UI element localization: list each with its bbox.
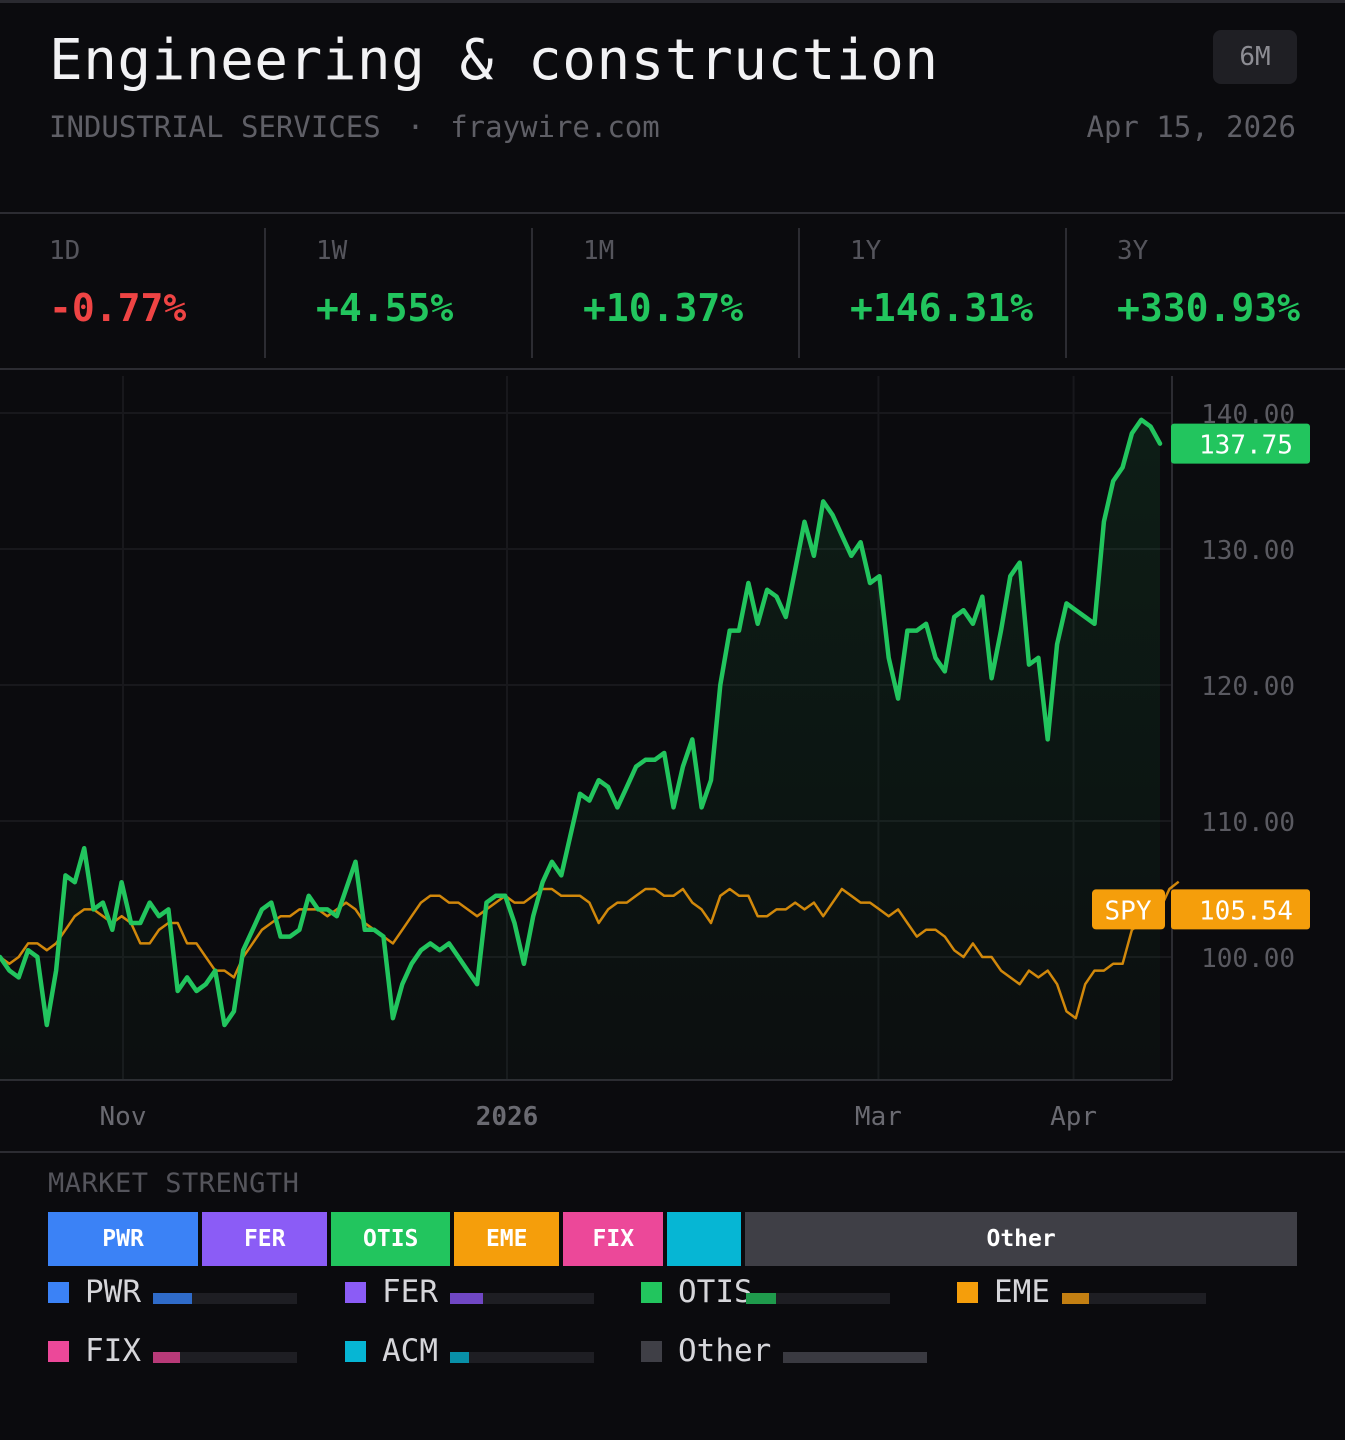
as-of-date: Apr 15, 2026 (1086, 110, 1296, 144)
strength-segment[interactable] (667, 1212, 742, 1266)
legend-item: ACM (345, 1333, 452, 1369)
legend-strength-fill (1062, 1293, 1090, 1304)
perf-label: 1Y (850, 236, 882, 266)
divider (0, 368, 1345, 370)
x-tick-label: Mar (855, 1102, 902, 1132)
spy-name-label: SPY (1105, 896, 1152, 926)
page-title: Engineering & construction (49, 28, 939, 93)
legend-strength-track (153, 1352, 297, 1363)
separator-dot: · (406, 110, 425, 144)
legend-label: Other (678, 1333, 772, 1369)
strength-segment[interactable]: EME (454, 1212, 560, 1266)
legend-item: PWR (48, 1274, 155, 1310)
legend-strength-track (746, 1293, 890, 1304)
legend-swatch (641, 1340, 662, 1362)
legend-label: OTIS (678, 1274, 753, 1310)
strength-segment[interactable]: OTIS (331, 1212, 451, 1266)
x-tick-label: Apr (1050, 1102, 1097, 1132)
legend-item: Other (641, 1333, 771, 1369)
legend-swatch (48, 1281, 69, 1303)
y-tick-label: 100.00 (1201, 944, 1295, 974)
spy-name-badge (1092, 889, 1165, 930)
divider (0, 1151, 1345, 1153)
legend-item: EME (957, 1274, 1064, 1310)
legend-strength-fill (783, 1352, 927, 1363)
spy-last-value-label: 105.54 (1199, 896, 1293, 926)
divider (0, 212, 1345, 214)
strength-segment[interactable]: FER (202, 1212, 328, 1266)
top-border (0, 0, 1345, 3)
x-tick-label: Nov (100, 1102, 147, 1132)
perf-label: 3Y (1117, 236, 1149, 266)
strength-segment[interactable]: PWR (48, 1212, 199, 1266)
legend-strength-track (153, 1293, 297, 1304)
perf-value: +330.93% (1117, 286, 1301, 330)
legend-strength-fill (153, 1352, 181, 1363)
legend-item: FIX (48, 1333, 155, 1369)
strength-segment[interactable]: FIX (563, 1212, 664, 1266)
y-tick-label: 120.00 (1201, 672, 1295, 702)
perf-label: 1W (316, 236, 348, 266)
legend-label: ACM (382, 1333, 438, 1369)
legend-label: FIX (85, 1333, 141, 1369)
legend-swatch (957, 1281, 978, 1303)
legend-strength-fill (746, 1293, 777, 1304)
legend-strength-track (450, 1352, 594, 1363)
x-tick-label: 2026 (476, 1102, 539, 1132)
legend-item: FER (345, 1274, 452, 1310)
legend-swatch (345, 1281, 366, 1303)
legend-strength-track (783, 1352, 927, 1363)
spy-benchmark-line (0, 880, 1180, 1020)
market-strength-bar: PWR FER OTIS EME FIX Other (48, 1212, 1298, 1266)
category-label: INDUSTRIAL SERVICES (49, 110, 381, 144)
source-link[interactable]: fraywire.com (450, 110, 660, 144)
legend-swatch (48, 1340, 69, 1362)
legend-strength-track (1062, 1293, 1206, 1304)
market-strength-title: MARKET STRENGTH (48, 1168, 300, 1199)
legend-swatch (641, 1281, 662, 1303)
perf-value: +4.55% (316, 286, 454, 330)
perf-label: 1D (49, 236, 81, 266)
legend-label: FER (382, 1274, 438, 1310)
strength-segment[interactable]: Other (745, 1212, 1298, 1266)
sector-price-line (0, 417, 1163, 1028)
legend-swatch (345, 1340, 366, 1362)
y-tick-label: 110.00 (1201, 808, 1295, 838)
legend-strength-fill (450, 1352, 469, 1363)
perf-value: -0.77% (49, 286, 187, 330)
legend-label: PWR (85, 1274, 141, 1310)
sector-last-value-badge (1171, 423, 1310, 464)
perf-label: 1M (583, 236, 615, 266)
legend-label: EME (994, 1274, 1050, 1310)
range-button[interactable]: 6M (1213, 30, 1297, 84)
sector-last-value-label: 137.75 (1199, 431, 1293, 461)
spy-last-value-badge (1171, 889, 1310, 930)
legend-item: OTIS (641, 1274, 753, 1310)
perf-value: +146.31% (850, 286, 1034, 330)
perf-value: +10.37% (583, 286, 744, 330)
legend-strength-track (450, 1293, 594, 1304)
sector-area (0, 419, 1160, 1080)
subtitle: INDUSTRIAL SERVICES · fraywire.com (49, 110, 660, 144)
legend-strength-fill (153, 1293, 192, 1304)
y-tick-label: 130.00 (1201, 536, 1295, 566)
legend-strength-fill (450, 1293, 484, 1304)
